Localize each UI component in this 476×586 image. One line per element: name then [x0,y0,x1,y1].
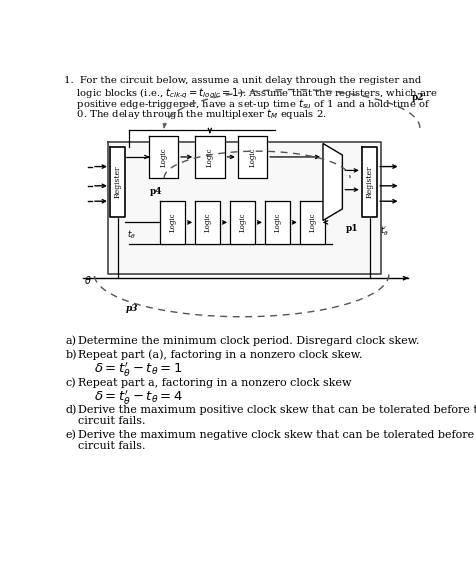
Text: Logic: Logic [159,147,168,167]
Text: circuit fails.: circuit fails. [78,441,146,451]
Text: $t_\theta$: $t_\theta$ [127,228,136,241]
Text: Derive the maximum negative clock skew that can be tolerated before the: Derive the maximum negative clock skew t… [78,430,476,440]
Polygon shape [110,147,125,217]
Text: Logic: Logic [248,147,257,167]
Text: Logic: Logic [273,213,281,232]
Text: b): b) [66,350,77,360]
Text: p4: p4 [150,188,163,196]
Text: Logic: Logic [204,213,211,232]
Text: Logic: Logic [308,213,316,232]
Text: 0. The delay through the multiplexer $t_M$ equals 2.: 0. The delay through the multiplexer $t_… [64,107,327,121]
Polygon shape [238,136,267,178]
Polygon shape [230,201,255,244]
Text: Logic: Logic [206,147,214,167]
Text: Logic: Logic [169,213,177,232]
Text: Derive the maximum positive clock skew that can be tolerated before the: Derive the maximum positive clock skew t… [78,406,476,415]
Text: circuit fails.: circuit fails. [78,416,146,426]
Polygon shape [300,201,325,244]
Text: $\theta$: $\theta$ [84,274,92,287]
Text: Repeat part a, factoring in a nonzero clock skew: Repeat part a, factoring in a nonzero cl… [78,377,352,387]
Text: p1: p1 [346,224,359,233]
Text: Repeat part (a), factoring in a nonzero clock skew.: Repeat part (a), factoring in a nonzero … [78,350,363,360]
Polygon shape [323,144,342,220]
Text: Register: Register [366,166,374,198]
Text: positive edge-triggered, have a set-up time $t_{su}$ of 1 and a hold time of: positive edge-triggered, have a set-up t… [64,97,431,111]
Text: Determine the minimum clock period. Disregard clock skew.: Determine the minimum clock period. Disr… [78,336,419,346]
Polygon shape [265,201,290,244]
Polygon shape [195,201,220,244]
Text: 1.  For the circuit below, assume a unit delay through the register and: 1. For the circuit below, assume a unit … [64,77,421,86]
Text: Register: Register [114,166,122,198]
Text: Logic: Logic [238,213,247,232]
Text: p3: p3 [125,304,138,313]
Text: e): e) [66,430,77,440]
Text: a): a) [66,336,77,346]
Text: p2: p2 [412,93,425,103]
Text: logic blocks (i.e., $t_{clk\text{-}q} = t_{logic} = 1$). Assume that the registe: logic blocks (i.e., $t_{clk\text{-}q} = … [64,87,437,101]
Polygon shape [160,201,185,244]
Polygon shape [362,147,377,217]
Polygon shape [149,136,178,178]
Text: c): c) [66,377,76,388]
Polygon shape [108,142,381,274]
Polygon shape [195,136,225,178]
Text: $\delta = t^{\prime}_{\theta} - t_{\theta} = 1$: $\delta = t^{\prime}_{\theta} - t_{\thet… [94,360,182,379]
Text: $t^{\prime}_\theta$: $t^{\prime}_\theta$ [379,224,388,238]
Text: d): d) [66,406,77,415]
Text: $\delta = t^{\prime}_{\theta} - t_{\theta} = 4$: $\delta = t^{\prime}_{\theta} - t_{\thet… [94,389,183,407]
